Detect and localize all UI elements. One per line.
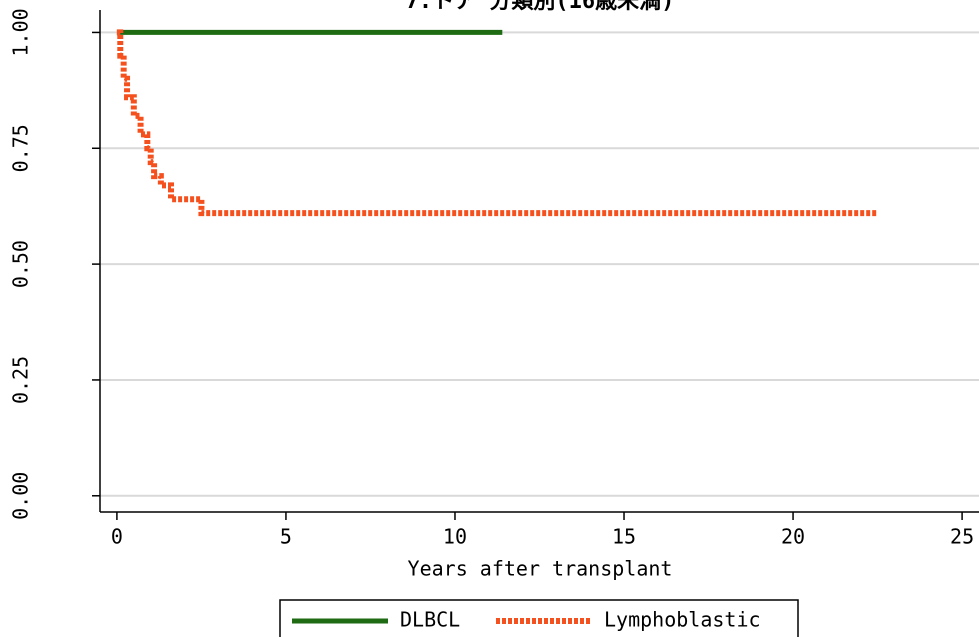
x-tick-label: 10 (443, 525, 467, 549)
x-tick-label: 25 (950, 525, 974, 549)
x-tick-label: 20 (781, 525, 805, 549)
y-tick-label: 0.75 (9, 124, 33, 172)
x-tick-label: 0 (111, 525, 123, 549)
y-tick-label: 0.00 (9, 472, 33, 520)
legend-label: DLBCL (400, 608, 460, 632)
x-tick-label: 15 (612, 525, 636, 549)
survival-line (116, 29, 878, 217)
y-tick-label: 0.50 (9, 240, 33, 288)
x-axis-label: Years after transplant (408, 557, 673, 581)
y-tick-label: 1.00 (9, 8, 33, 56)
chart-title: 7.トア 分類別(16歳未満) (406, 0, 675, 14)
legend-label: Lymphoblastic (604, 608, 761, 632)
y-tick-label: 0.25 (9, 356, 33, 404)
x-tick-label: 5 (280, 525, 292, 549)
